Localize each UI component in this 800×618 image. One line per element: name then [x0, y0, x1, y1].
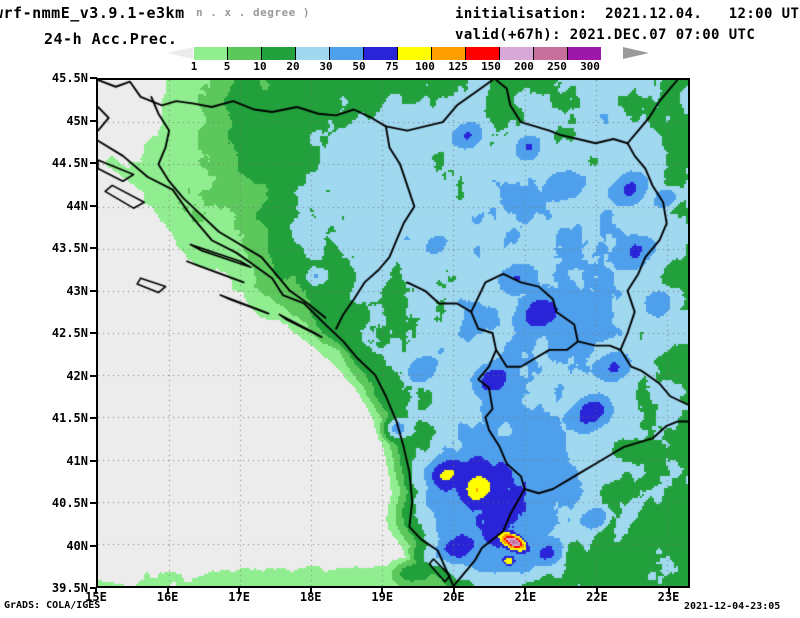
lat-label-40N: 40N — [66, 538, 88, 553]
lat-label-44N: 44N — [66, 198, 88, 213]
render-timestamp: 2021-12-04-23:05 — [684, 601, 781, 612]
colorbar-tick-150: 150 — [481, 60, 501, 73]
lon-tick — [667, 588, 670, 594]
lat-tick — [90, 459, 97, 462]
colorbar-swatch-8 — [466, 47, 500, 60]
model-units-note: n . x . degree ) — [196, 6, 310, 19]
model-title: wrf-nmmE_v3.9.1-e3km — [0, 4, 185, 22]
lon-tick — [166, 588, 169, 594]
colorbar-tick-10: 10 — [253, 60, 267, 73]
lon-label-23E: 23E — [657, 590, 680, 604]
lat-label-45N: 45N — [66, 113, 88, 128]
lat-tick — [90, 332, 97, 334]
colorbar-swatch-5 — [364, 47, 398, 60]
initialisation-time: initialisation: 2021.12.04. 12:00 UTC — [455, 6, 800, 22]
colorbar-over-arrow — [623, 47, 649, 59]
lon-tick — [524, 588, 527, 594]
lon-label-15E: 15E — [85, 590, 107, 604]
colorbar-swatch-6 — [398, 47, 432, 60]
colorbar-swatch-9 — [500, 47, 534, 60]
lat-label-45.5N: 45.5N — [51, 71, 88, 85]
lon-tick — [309, 588, 312, 594]
colorbar-tick-200: 200 — [514, 60, 534, 73]
colorbar-tick-30: 30 — [319, 60, 333, 73]
lat-tick — [90, 162, 97, 164]
lon-label-21E: 21E — [514, 590, 537, 604]
lat-tick — [90, 289, 97, 292]
lat-tick — [90, 544, 97, 547]
precipitation-map[interactable] — [96, 78, 690, 588]
colorbar-swatch-10 — [534, 47, 568, 60]
lat-tick — [90, 587, 97, 589]
colorbar-swatch-1 — [228, 47, 262, 60]
map-raster — [98, 80, 688, 586]
lon-tick — [381, 588, 384, 594]
lon-label-18E: 18E — [299, 590, 322, 604]
colorbar-tick-75: 75 — [385, 60, 399, 73]
lat-tick — [90, 247, 97, 249]
colorbar-swatch-7 — [432, 47, 466, 60]
lat-label-43N: 43N — [66, 283, 88, 298]
field-title: 24-h Acc.Prec. — [44, 30, 178, 48]
colorbar-tick-300: 300 — [580, 60, 600, 73]
lat-label-39.5N: 39.5N — [51, 581, 88, 595]
lat-tick — [90, 77, 97, 79]
lat-tick — [90, 374, 97, 377]
lon-label-17E: 17E — [228, 590, 250, 604]
colorbar-swatch-4 — [330, 47, 364, 60]
lat-label-40.5N: 40.5N — [51, 496, 88, 510]
colorbar-swatch-0 — [194, 47, 228, 60]
colorbar-tick-125: 125 — [448, 60, 468, 73]
colorbar-swatch-3 — [296, 47, 330, 60]
valid-time: valid(+67h): 2021.DEC.07 07:00 UTC — [455, 27, 756, 43]
lat-label-42N: 42N — [66, 368, 88, 383]
lat-label-44.5N: 44.5N — [51, 156, 88, 170]
lon-label-19E: 19E — [371, 590, 394, 604]
lon-label-22E: 22E — [586, 590, 608, 604]
lon-tick — [238, 588, 241, 594]
lat-tick — [90, 417, 97, 419]
colorbar-tick-250: 250 — [547, 60, 567, 73]
precipitation-colorbar: 1 5 10 20 30 50 75 100 125 150 200 250 300 — [167, 47, 649, 73]
colorbar-tick-100: 100 — [415, 60, 435, 73]
lon-label-20E: 20E — [442, 590, 465, 604]
lat-label-43.5N: 43.5N — [51, 241, 88, 255]
colorbar-swatch-11 — [568, 47, 601, 60]
colorbar-under-arrow — [167, 47, 193, 59]
colorbar-tick-5: 5 — [223, 60, 231, 73]
lat-tick — [90, 119, 97, 122]
lat-label-41.5N: 41.5N — [51, 411, 88, 425]
grads-credit: GrADS: COLA/IGES — [4, 600, 101, 611]
colorbar-tick-50: 50 — [352, 60, 366, 73]
lat-label-41N: 41N — [66, 453, 88, 468]
lat-label-42.5N: 42.5N — [51, 326, 88, 340]
colorbar-tick-20: 20 — [286, 60, 300, 73]
lon-tick — [595, 588, 598, 594]
colorbar-swatches — [194, 47, 601, 60]
lon-tick — [95, 588, 97, 594]
colorbar-swatch-2 — [262, 47, 296, 60]
lat-tick — [90, 502, 97, 504]
lat-tick — [90, 204, 97, 207]
lon-tick — [452, 588, 455, 594]
colorbar-tick-1: 1 — [190, 60, 198, 73]
lon-label-16E: 16E — [156, 590, 179, 604]
